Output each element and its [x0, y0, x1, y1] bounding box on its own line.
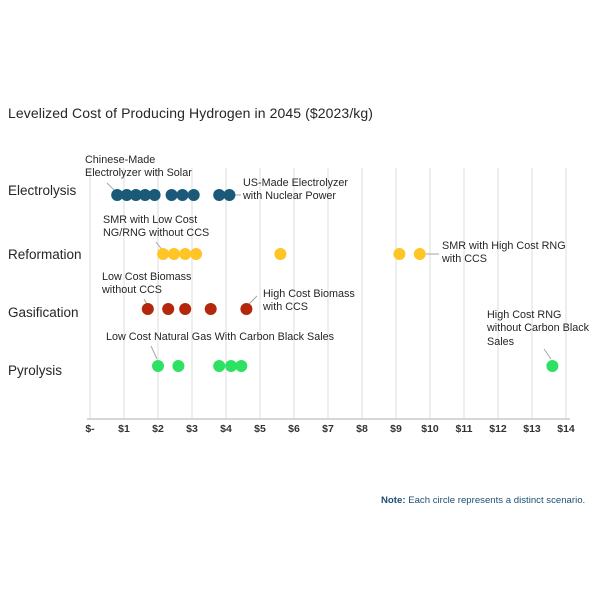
annotation-smr-low: SMR with Low Cost NG/RNG without CCS [103, 214, 209, 241]
annotation-us-nuclear: US-Made Electrolyzer with Nuclear Power [243, 177, 348, 204]
annotation-smr-high: SMR with High Cost RNG with CCS [442, 240, 566, 267]
leader-line-chinese-solar [106, 182, 116, 192]
dot-electrolysis [223, 189, 236, 201]
dot-reformation [274, 248, 287, 260]
note-label: Note: [381, 495, 406, 506]
dot-gasification [179, 303, 192, 315]
annotation-line: Chinese-Made [85, 154, 156, 166]
note-text: Each circle represents a distinct scenar… [408, 495, 586, 506]
x-tick-label: $- [85, 423, 95, 435]
annotation-line: without CCS [102, 284, 163, 297]
x-tick-label: $11 [455, 423, 473, 435]
x-tick-label: $12 [489, 423, 507, 435]
row-label-reformation: Reformation [8, 247, 82, 262]
leader-line-pyro-high [543, 348, 552, 360]
annotation-line: SMR with High Cost RNG [442, 240, 566, 252]
leader-line-pyro-low [150, 345, 158, 360]
x-tick-label: $1 [118, 423, 130, 435]
annotation-line: SMR with Low Cost [103, 214, 198, 226]
annotation-line: with CCS [263, 301, 308, 314]
dot-pyrolysis [172, 360, 185, 372]
annotation-line: Sales [487, 335, 515, 348]
dot-gasification [162, 303, 175, 315]
dot-pyrolysis [225, 360, 238, 372]
dot-electrolysis [176, 189, 189, 201]
annotation-line: High Cost Biomass [263, 288, 355, 300]
annotation-line: Low Cost Natural Gas With Carbon Black S… [106, 331, 335, 343]
dot-electrolysis [120, 189, 133, 201]
annotation-chinese-solar: Chinese-Made Electrolyzer with Solar [85, 154, 192, 181]
x-tick-label: $8 [356, 423, 368, 435]
dot-reformation [167, 248, 180, 260]
dot-electrolysis [129, 189, 142, 201]
annotation-line: Electrolyzer with Solar [85, 167, 192, 180]
x-tick-label: $10 [421, 423, 439, 435]
dot-reformation [157, 248, 170, 260]
x-tick-label: $5 [254, 423, 266, 435]
dot-electrolysis [213, 189, 226, 201]
chart-title: Levelized Cost of Producing Hydrogen in … [8, 105, 374, 121]
annotation-line: NG/RNG without CCS [103, 227, 210, 240]
annotation-biomass-low: Low Cost Biomass without CCS [102, 271, 191, 298]
annotation-pyro-low: Low Cost Natural Gas With Carbon Black S… [106, 331, 334, 344]
annotation-line: without Carbon Black [487, 322, 590, 335]
dot-electrolysis [187, 189, 200, 201]
x-tick-label: $4 [220, 423, 232, 435]
x-tick-label: $13 [523, 423, 541, 435]
x-tick-label: $3 [186, 423, 198, 435]
dot-gasification [141, 303, 154, 315]
dot-electrolysis [111, 189, 124, 201]
dot-electrolysis [139, 189, 152, 201]
x-tick-label: $2 [152, 423, 164, 435]
x-tick-label: $7 [322, 423, 334, 435]
annotation-line: with CCS [442, 253, 487, 266]
dot-pyrolysis [546, 360, 559, 372]
chart-note: Note: Each circle represents a distinct … [381, 495, 585, 506]
dot-gasification [240, 303, 253, 315]
dot-reformation [190, 248, 203, 260]
annotation-biomass-high: High Cost Biomass with CCS [263, 288, 355, 315]
annotation-line: High Cost RNG [487, 309, 562, 321]
row-label-gasification: Gasification [8, 305, 79, 320]
dot-reformation [413, 248, 426, 260]
x-tick-label: $6 [288, 423, 300, 435]
dot-pyrolysis [152, 360, 164, 372]
x-tick-label: $14 [557, 423, 575, 435]
row-label-electrolysis: Electrolysis [8, 183, 77, 198]
annotation-line: US-Made Electrolyzer [243, 177, 349, 189]
row-label-pyrolysis: Pyrolysis [8, 363, 63, 378]
annotation-pyro-high: High Cost RNG without Carbon Black Sales [487, 309, 589, 349]
dot-reformation [393, 248, 406, 260]
dot-reformation [179, 248, 192, 260]
annotation-line: with Nuclear Power [243, 190, 337, 203]
dot-electrolysis [148, 189, 161, 201]
dot-pyrolysis [213, 360, 226, 372]
leader-line-biomass-high [248, 295, 258, 305]
annotation-line: Low Cost Biomass [102, 271, 192, 283]
x-tick-label: $9 [390, 423, 402, 435]
dot-electrolysis [165, 189, 178, 201]
dot-gasification [204, 303, 217, 315]
dot-pyrolysis [235, 360, 248, 372]
